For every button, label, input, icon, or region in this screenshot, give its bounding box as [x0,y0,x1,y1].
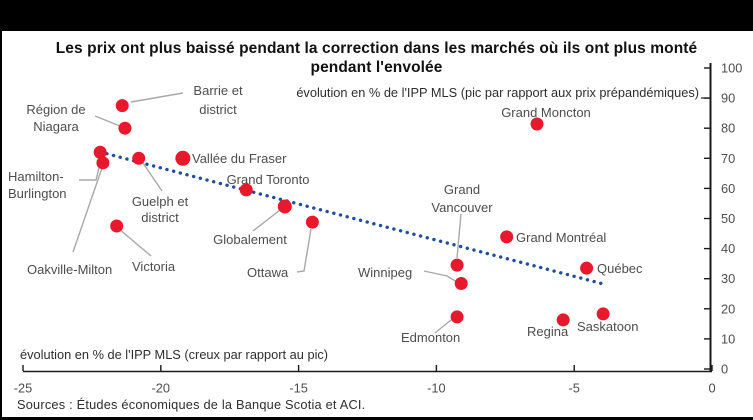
point-label-guelph-et-district: district [141,210,179,225]
data-point-vallee-du-fraser [175,150,191,166]
y-tick-label: 70 [721,151,735,166]
point-label-vallee-du-fraser: Vallée du Fraser [192,151,287,166]
data-point-grand-moncton [530,117,544,131]
point-label-ottawa: Ottawa [247,265,289,280]
leader-line-globalement [252,209,281,232]
source-note: Sources : Études économiques de la Banqu… [17,397,366,412]
left-edge-border [0,0,2,420]
leader-line-winnipeg [423,270,458,283]
y-axis-sublabel: évolution en % de l'IPP MLS (pic par rap… [296,85,699,100]
y-tick-label: 80 [721,121,735,136]
point-label-saskatoon: Saskatoon [577,319,638,334]
point-label-region-de-niagara: Niagara [33,119,79,134]
data-point-oakville-milton [96,156,110,170]
x-tick-label: -25 [14,381,33,396]
trend-line [98,150,609,287]
point-label-victoria: Victoria [132,259,176,274]
point-label-grand-moncton: Grand Moncton [501,105,591,120]
data-point-barrie-et-district [115,99,129,113]
chart-title: Les prix ont plus baissé pendant la corr… [0,39,753,77]
data-point-grand-vancouver [450,258,464,272]
point-label-grand-vancouver: Vancouver [431,200,493,215]
x-tick-label: -10 [427,381,446,396]
x-tick-label: 0 [708,381,715,396]
x-tick-label: -15 [289,381,308,396]
leader-line-victoria [118,228,152,257]
point-label-hamilton-burlington: Hamilton- [8,169,64,184]
data-point-hamilton-burlington [93,145,107,159]
point-label-barrie-et-district: Barrie et [193,83,243,98]
chart-title-line1: Les prix ont plus baissé pendant la corr… [55,40,698,57]
leader-line-region-de-niagara [94,115,121,127]
leader-line-oakville-milton [72,167,103,253]
leader-line-ottawa [296,228,312,273]
top-black-bar [0,0,753,31]
point-label-regina: Regina [527,324,569,339]
y-tick-label: 20 [721,301,735,316]
data-point-ottawa [305,215,319,229]
point-label-globalement: Globalement [213,232,287,247]
x-axis-label: évolution en % de l'IPP MLS (creux par r… [20,347,328,362]
data-point-edmonton [450,310,464,324]
y-tick-label: 60 [721,181,735,196]
x-tick-label: -20 [152,381,171,396]
data-point-quebec [580,261,594,275]
point-label-winnipeg: Winnipeg [358,265,412,280]
y-tick-label: 100 [721,61,742,76]
point-label-hamilton-burlington: Burlington [8,186,67,201]
y-tick-label: 50 [721,211,735,226]
data-point-saskatoon [596,307,610,321]
data-point-guelph-et-district [132,151,146,165]
point-label-guelph-et-district: Guelph et [132,194,189,209]
chart-title-line2: pendant l'envolée [310,59,443,76]
data-point-winnipeg [454,277,468,291]
data-point-grand-montreal [500,230,514,244]
point-label-grand-montreal: Grand Montréal [516,230,606,245]
point-label-grand-toronto: Grand Toronto [227,172,310,187]
point-label-region-de-niagara: Région de [26,102,85,117]
data-point-region-de-niagara [118,121,132,135]
y-tick-label: 40 [721,241,735,256]
data-point-victoria [110,219,124,233]
y-tick-label: 10 [721,331,735,346]
x-tick-label: -5 [569,381,580,396]
y-tick-label: 30 [721,271,735,286]
data-point-grand-toronto [239,183,253,197]
point-label-oakville-milton: Oakville-Milton [27,262,112,277]
leader-line-guelph-et-district [142,162,163,192]
point-label-grand-vancouver: Grand [444,182,480,197]
point-label-barrie-et-district: district [199,102,237,117]
leader-line-barrie-et-district [130,92,184,103]
leader-line-edmonton [434,319,452,334]
y-tick-label: 90 [721,91,735,106]
y-tick-label: 0 [721,362,728,377]
leader-line-grand-vancouver [456,213,462,259]
point-label-quebec: Québec [597,261,643,276]
bottom-black-bar [0,417,753,420]
data-point-regina [556,313,570,327]
data-point-globalement [277,199,292,214]
point-label-edmonton: Edmonton [401,330,460,345]
